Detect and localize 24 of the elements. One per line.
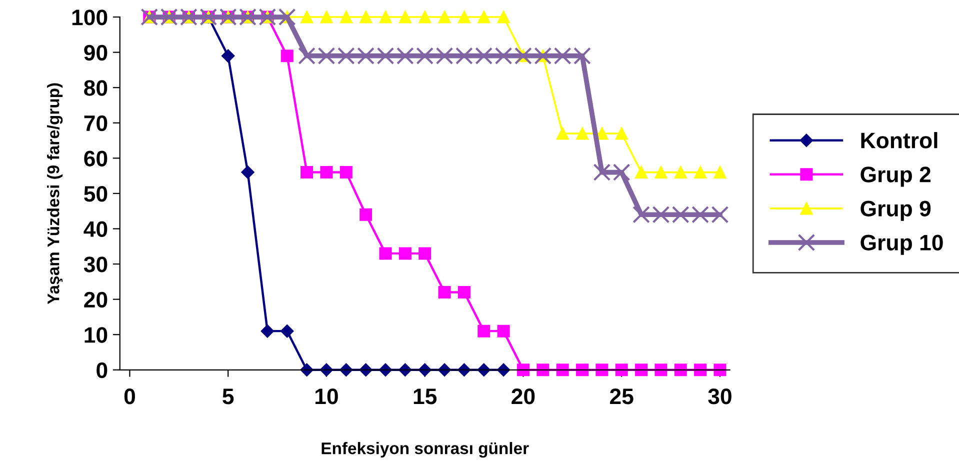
y-tick-label: 80 xyxy=(84,80,108,96)
x-tick-label: 0 xyxy=(124,388,135,404)
legend-label: Grup 10 xyxy=(860,234,943,255)
legend-label: Grup 9 xyxy=(860,200,931,221)
y-tick-label: 60 xyxy=(84,150,108,166)
y-tick-label: 20 xyxy=(84,292,108,308)
y-tick-label: 50 xyxy=(84,186,108,202)
y-tick-label: 30 xyxy=(84,256,108,272)
x-tick-label: 5 xyxy=(222,388,234,404)
x-axis-title: Enfeksiyon sonrası günler xyxy=(322,442,529,458)
x-tick-label: 10 xyxy=(316,388,338,404)
y-tick-label: 70 xyxy=(84,115,108,132)
y-tick-label: 10 xyxy=(84,327,108,343)
legend-label: Kontrol xyxy=(861,132,938,148)
y-tick-label: 90 xyxy=(84,44,108,61)
y-tick-label: 0 xyxy=(96,362,108,378)
x-tick-label: 30 xyxy=(708,388,732,404)
y-tick-label: 40 xyxy=(84,221,108,238)
x-tick-label: 25 xyxy=(610,388,634,404)
legend-label: Grup 2 xyxy=(860,166,930,187)
x-tick-label: 15 xyxy=(414,388,437,404)
y-axis-title: Yaşam Yüzdesi (9 fare/grup) xyxy=(47,83,63,304)
x-tick-label: 20 xyxy=(512,388,535,404)
y-tick-label: 100 xyxy=(72,10,108,26)
